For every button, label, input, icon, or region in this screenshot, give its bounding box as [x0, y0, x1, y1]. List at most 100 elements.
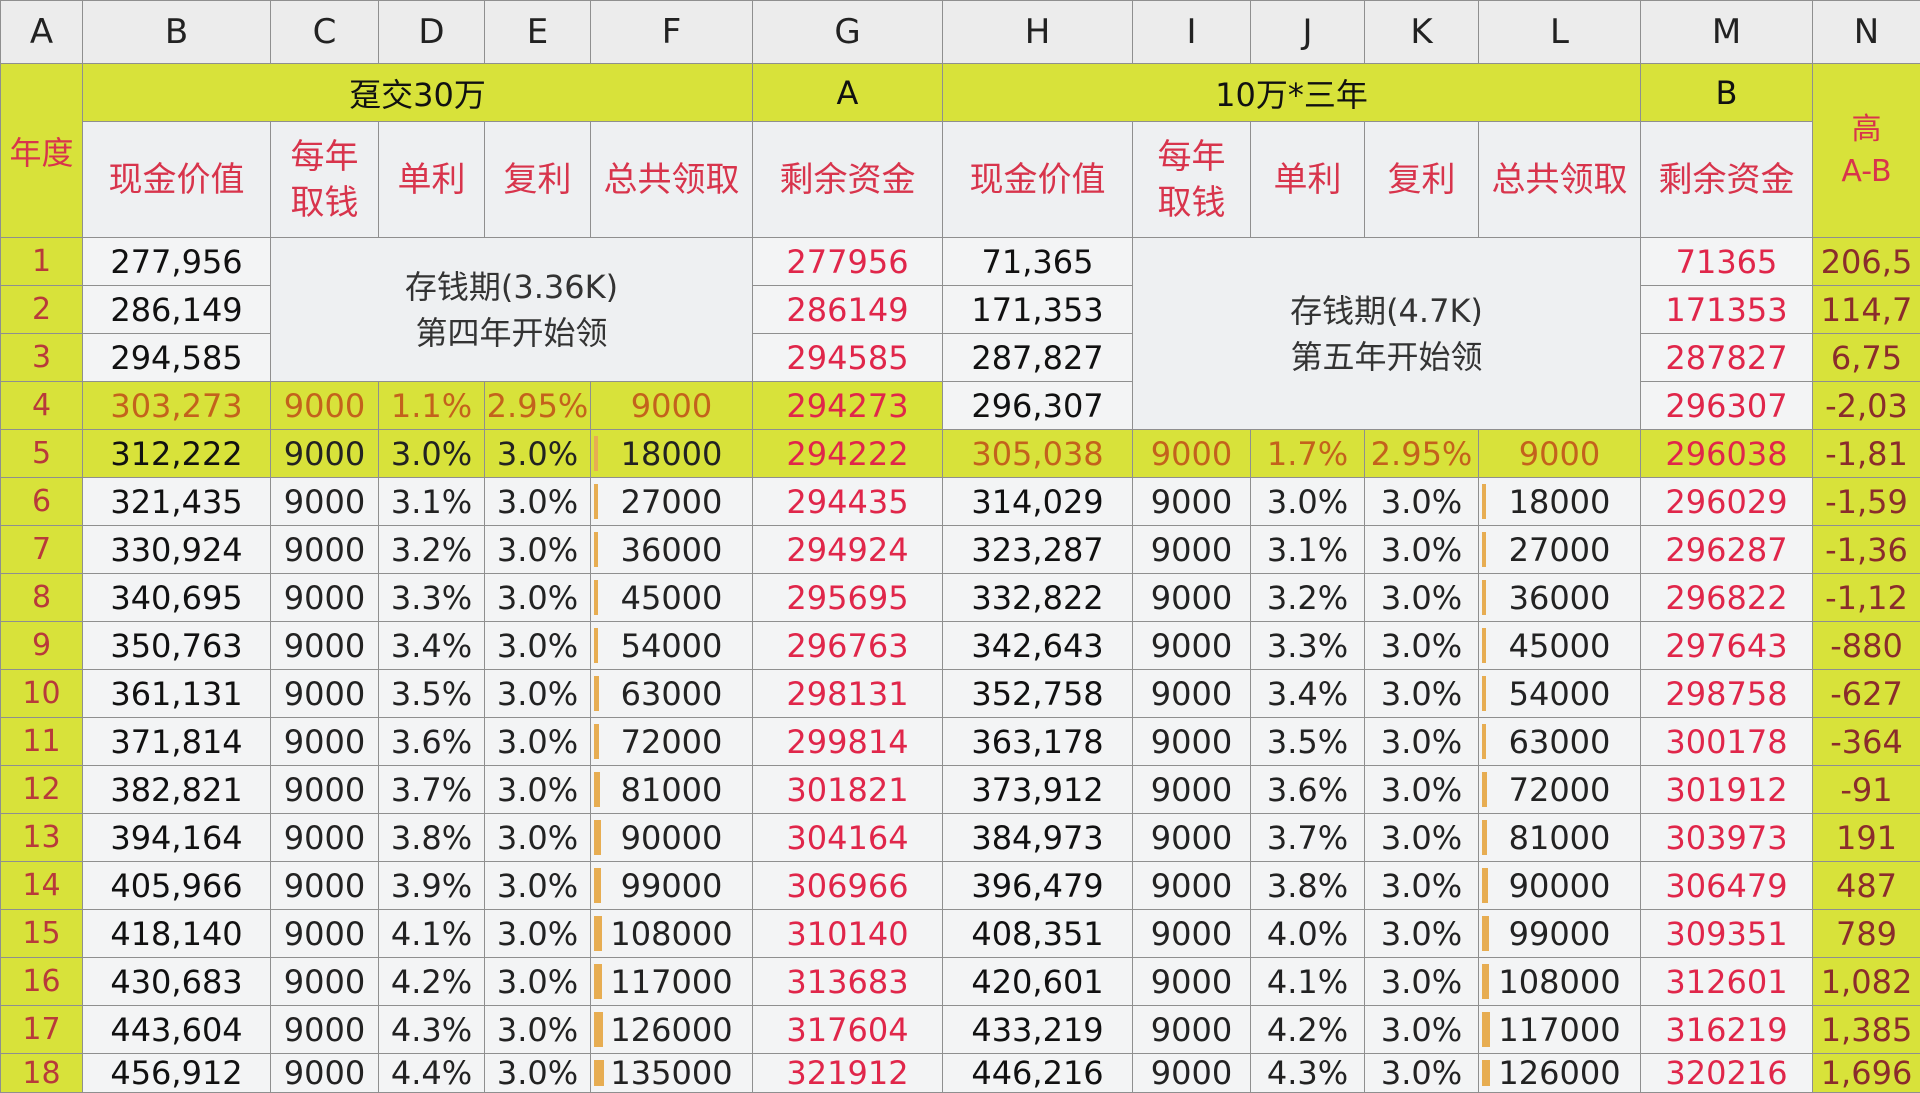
cell-difference[interactable]: 487	[1813, 862, 1920, 910]
cell-cash-value-left[interactable]: 303,273	[83, 382, 271, 430]
cell-year[interactable]: 9	[1, 622, 83, 670]
cell-difference[interactable]: 1,082	[1813, 958, 1920, 1006]
cell-difference[interactable]: -1,36	[1813, 526, 1920, 574]
column-header-n[interactable]: N	[1813, 1, 1920, 64]
column-header-j[interactable]: J	[1251, 1, 1365, 64]
cell-year[interactable]: 12	[1, 766, 83, 814]
cell-simple-right[interactable]: 4.2%	[1251, 1006, 1365, 1054]
cell-remaining-left[interactable]: 306966	[753, 862, 943, 910]
cell-remaining-right[interactable]: 171353	[1641, 286, 1813, 334]
cell-simple-right[interactable]: 4.0%	[1251, 910, 1365, 958]
cell-total-left[interactable]: 9000	[591, 382, 753, 430]
cell-cash-value-left[interactable]: 350,763	[83, 622, 271, 670]
cell-withdraw-left[interactable]: 9000	[271, 766, 379, 814]
cell-total-left[interactable]: 54000	[591, 622, 753, 670]
cell-withdraw-left[interactable]: 9000	[271, 526, 379, 574]
cell-simple-left[interactable]: 3.7%	[379, 766, 485, 814]
cell-difference[interactable]: 1,385	[1813, 1006, 1920, 1054]
cell-remaining-left[interactable]: 317604	[753, 1006, 943, 1054]
cell-simple-left[interactable]: 4.2%	[379, 958, 485, 1006]
cell-compound-right[interactable]: 3.0%	[1365, 910, 1479, 958]
cell-simple-right[interactable]: 3.2%	[1251, 574, 1365, 622]
cell-withdraw-left[interactable]: 9000	[271, 958, 379, 1006]
cell-withdraw-right[interactable]: 9000	[1133, 910, 1251, 958]
cell-cash-value-right[interactable]: 305,038	[943, 430, 1133, 478]
cell-remaining-right[interactable]: 309351	[1641, 910, 1813, 958]
cell-cash-value-right[interactable]: 420,601	[943, 958, 1133, 1006]
header-total-right[interactable]: 总共领取	[1479, 122, 1641, 238]
cell-total-right[interactable]: 45000	[1479, 622, 1641, 670]
cell-withdraw-left[interactable]: 9000	[271, 910, 379, 958]
cell-year[interactable]: 6	[1, 478, 83, 526]
column-header-e[interactable]: E	[485, 1, 591, 64]
saving-period-left[interactable]: 存钱期(3.36K)第四年开始领	[271, 238, 753, 382]
cell-simple-left[interactable]: 3.8%	[379, 814, 485, 862]
cell-remaining-right[interactable]: 296038	[1641, 430, 1813, 478]
column-header-f[interactable]: F	[591, 1, 753, 64]
cell-year[interactable]: 18	[1, 1054, 83, 1093]
cell-cash-value-left[interactable]: 418,140	[83, 910, 271, 958]
cell-compound-left[interactable]: 3.0%	[485, 958, 591, 1006]
header-compound-left[interactable]: 复利	[485, 122, 591, 238]
header-simple-right[interactable]: 单利	[1251, 122, 1365, 238]
cell-withdraw-right[interactable]: 9000	[1133, 862, 1251, 910]
n-header-cell[interactable]: 高 A-B	[1813, 64, 1920, 238]
cell-remaining-left[interactable]: 304164	[753, 814, 943, 862]
column-header-d[interactable]: D	[379, 1, 485, 64]
cell-total-right[interactable]: 117000	[1479, 1006, 1641, 1054]
cell-withdraw-right[interactable]: 9000	[1133, 574, 1251, 622]
cell-total-right[interactable]: 99000	[1479, 910, 1641, 958]
cell-cash-value-right[interactable]: 384,973	[943, 814, 1133, 862]
cell-withdraw-right[interactable]: 9000	[1133, 622, 1251, 670]
year-header-cell[interactable]: 年度	[1, 64, 83, 238]
cell-total-left[interactable]: 126000	[591, 1006, 753, 1054]
cell-year[interactable]: 14	[1, 862, 83, 910]
cell-simple-right[interactable]: 3.7%	[1251, 814, 1365, 862]
cell-simple-left[interactable]: 3.0%	[379, 430, 485, 478]
cell-difference[interactable]: -364	[1813, 718, 1920, 766]
cell-compound-right[interactable]: 3.0%	[1365, 670, 1479, 718]
cell-total-left[interactable]: 90000	[591, 814, 753, 862]
cell-cash-value-left[interactable]: 456,912	[83, 1054, 271, 1093]
cell-total-right[interactable]: 27000	[1479, 526, 1641, 574]
cell-remaining-right[interactable]: 316219	[1641, 1006, 1813, 1054]
cell-cash-value-right[interactable]: 352,758	[943, 670, 1133, 718]
header-total-left[interactable]: 总共领取	[591, 122, 753, 238]
cell-year[interactable]: 10	[1, 670, 83, 718]
cell-cash-value-left[interactable]: 294,585	[83, 334, 271, 382]
column-header-m[interactable]: M	[1641, 1, 1813, 64]
cell-difference[interactable]: 789	[1813, 910, 1920, 958]
cell-compound-left[interactable]: 3.0%	[485, 670, 591, 718]
cell-simple-left[interactable]: 3.1%	[379, 478, 485, 526]
cell-simple-right[interactable]: 3.8%	[1251, 862, 1365, 910]
cell-remaining-left[interactable]: 310140	[753, 910, 943, 958]
cell-withdraw-right[interactable]: 9000	[1133, 718, 1251, 766]
cell-compound-right[interactable]: 3.0%	[1365, 526, 1479, 574]
cell-simple-left[interactable]: 3.6%	[379, 718, 485, 766]
cell-remaining-right[interactable]: 287827	[1641, 334, 1813, 382]
header-cash-value-left[interactable]: 现金价值	[83, 122, 271, 238]
cell-cash-value-right[interactable]: 446,216	[943, 1054, 1133, 1093]
cell-remaining-left[interactable]: 294585	[753, 334, 943, 382]
cell-total-right[interactable]: 9000	[1479, 430, 1641, 478]
cell-remaining-left[interactable]: 294435	[753, 478, 943, 526]
cell-cash-value-right[interactable]: 314,029	[943, 478, 1133, 526]
cell-cash-value-left[interactable]: 340,695	[83, 574, 271, 622]
cell-total-right[interactable]: 72000	[1479, 766, 1641, 814]
group-right-title[interactable]: 10万*三年	[943, 64, 1641, 122]
cell-difference[interactable]: -1,59	[1813, 478, 1920, 526]
cell-simple-left[interactable]: 3.2%	[379, 526, 485, 574]
cell-total-left[interactable]: 27000	[591, 478, 753, 526]
cell-compound-left[interactable]: 3.0%	[485, 718, 591, 766]
cell-cash-value-right[interactable]: 323,287	[943, 526, 1133, 574]
column-header-c[interactable]: C	[271, 1, 379, 64]
cell-simple-right[interactable]: 3.4%	[1251, 670, 1365, 718]
cell-difference[interactable]: -1,81	[1813, 430, 1920, 478]
cell-remaining-left[interactable]: 299814	[753, 718, 943, 766]
cell-remaining-left[interactable]: 298131	[753, 670, 943, 718]
cell-cash-value-right[interactable]: 363,178	[943, 718, 1133, 766]
cell-difference[interactable]: 114,7	[1813, 286, 1920, 334]
cell-simple-right[interactable]: 1.7%	[1251, 430, 1365, 478]
group-left-title[interactable]: 趸交30万	[83, 64, 753, 122]
